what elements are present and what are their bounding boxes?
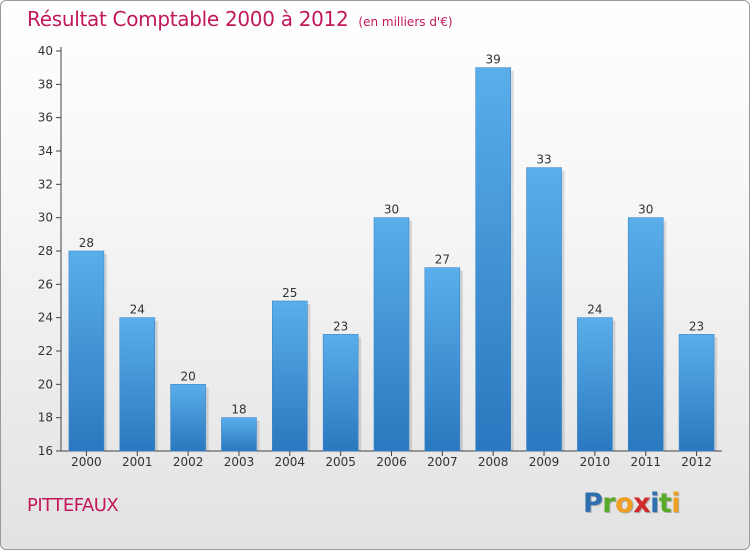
bar-2003 [221, 417, 257, 452]
data-label-2002: 20 [180, 369, 195, 383]
y-tick-label: 30 [38, 211, 53, 225]
x-tick-label-2000: 2000 [71, 455, 102, 469]
data-label-2003: 18 [231, 403, 246, 417]
x-tick-label-2005: 2005 [325, 455, 356, 469]
y-tick-label: 22 [38, 344, 53, 358]
x-tick-label-2012: 2012 [681, 455, 712, 469]
bar-2007 [424, 267, 461, 452]
bar-2001 [119, 317, 156, 452]
commune-name: PITTEFAUX [27, 495, 119, 516]
chart-data-labels: 28 24 20 18 25 23 30 27 39 33 24 30 23 [79, 53, 704, 417]
data-label-2004: 25 [282, 286, 297, 300]
bar-2000 [68, 250, 105, 452]
x-tick-label-2004: 2004 [275, 455, 306, 469]
bar-2008 [475, 67, 511, 452]
x-tick-label-2002: 2002 [173, 455, 204, 469]
x-tick-label-2007: 2007 [427, 455, 458, 469]
chart-title-text: Résultat Comptable 2000 à 2012 [27, 7, 349, 31]
data-label-2011: 30 [638, 203, 653, 217]
data-label-2007: 27 [435, 253, 450, 267]
logo-letter: t [658, 488, 672, 519]
bar-2011 [627, 217, 664, 452]
data-label-2008: 39 [486, 53, 501, 67]
bar-2009 [526, 167, 562, 452]
chart-bars [68, 67, 718, 452]
y-tick-label: 24 [38, 311, 53, 325]
x-tick-label-2009: 2009 [529, 455, 560, 469]
data-label-2010: 24 [587, 303, 602, 317]
y-tick-label: 18 [38, 411, 53, 425]
logo-letter: i [650, 488, 659, 519]
data-label-2006: 30 [384, 203, 399, 217]
chart-axes: 16 18 20 22 24 26 28 30 32 34 36 38 40 2000 2001 2002 20… [38, 44, 722, 469]
x-tick-label-2001: 2001 [122, 455, 153, 469]
y-tick-label: 34 [38, 144, 53, 158]
logo-letter: i [671, 488, 681, 519]
bar-2006 [373, 217, 410, 452]
data-label-2001: 24 [130, 303, 145, 317]
y-tick-label: 32 [38, 177, 53, 191]
y-tick-label: 20 [38, 377, 53, 391]
data-label-2005: 23 [333, 319, 348, 333]
logo-letter: P [583, 488, 603, 519]
chart-unit-note: (en milliers d'€) [358, 15, 453, 29]
x-tick-label-2011: 2011 [630, 455, 661, 469]
y-tick-label: 38 [38, 77, 53, 91]
x-tick-label-2008: 2008 [478, 455, 509, 469]
data-label-2012: 23 [689, 319, 704, 333]
x-tick-label-2006: 2006 [376, 455, 407, 469]
bar-2010 [577, 317, 613, 452]
data-label-2000: 28 [79, 236, 94, 250]
logo-letter: x [633, 488, 651, 519]
x-tick-label-2010: 2010 [580, 455, 611, 469]
y-tick-label: 40 [38, 44, 53, 58]
y-tick-label: 26 [38, 277, 53, 291]
proxiti-logo: Proxiti [583, 488, 681, 519]
logo-letter: r [602, 488, 616, 519]
y-tick-label: 28 [38, 244, 53, 258]
y-tick-label: 16 [38, 444, 53, 458]
bar-2002 [170, 384, 206, 452]
x-tick-label-2003: 2003 [224, 455, 255, 469]
chart-title: Résultat Comptable 2000 à 2012 (en millie… [27, 7, 453, 31]
logo-letter: o [615, 488, 634, 519]
y-tick-label: 36 [38, 111, 53, 125]
data-label-2009: 33 [536, 153, 551, 167]
bar-2012 [678, 334, 715, 452]
bar-2005 [322, 334, 359, 452]
bar-2004 [272, 300, 308, 452]
